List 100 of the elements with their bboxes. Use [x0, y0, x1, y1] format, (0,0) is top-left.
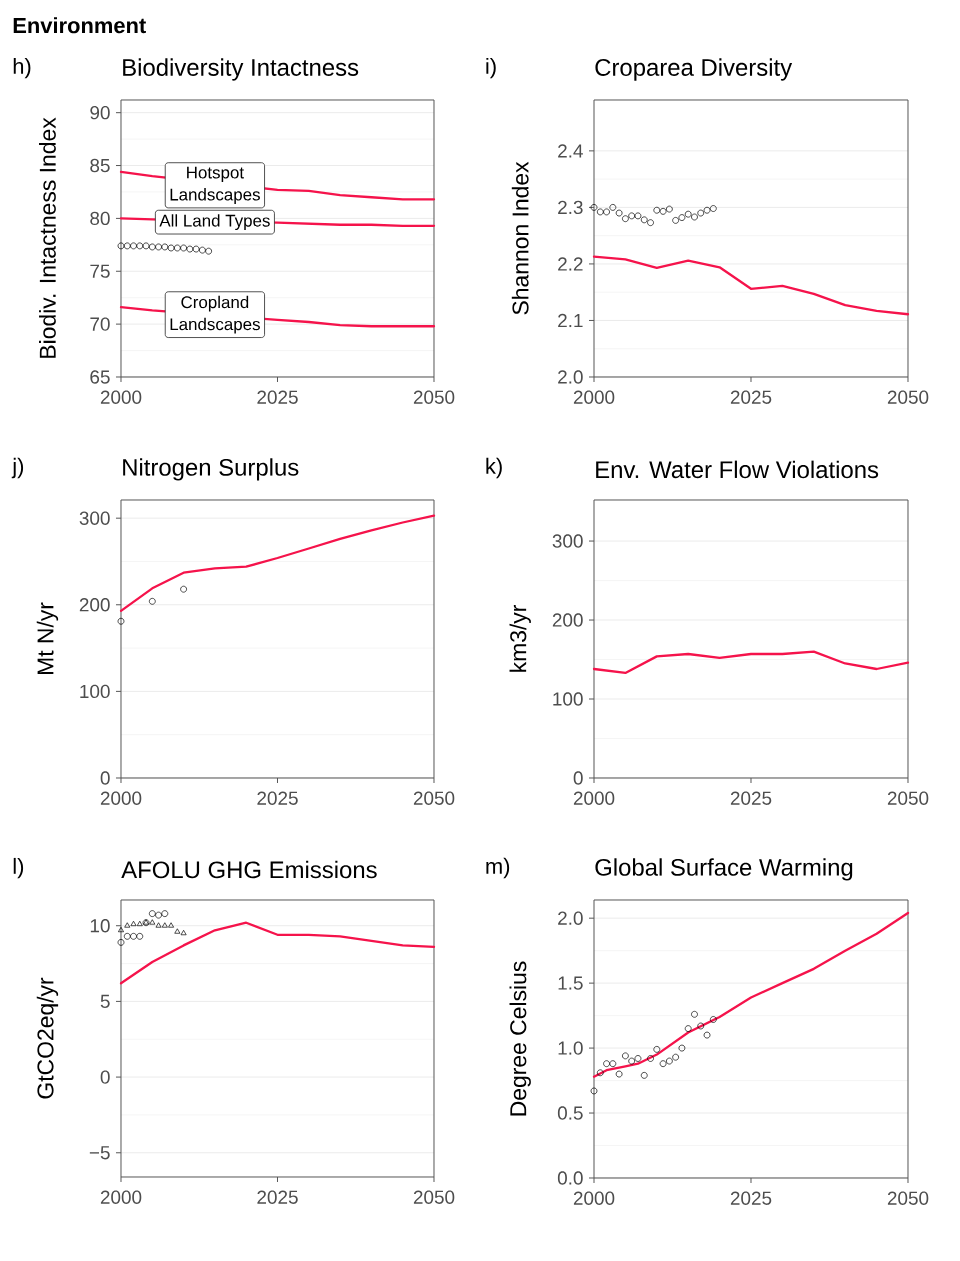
point [148, 597, 156, 605]
x-tick-label: 2050 [413, 1190, 455, 1204]
x-tick-label: 2025 [257, 390, 298, 404]
y-tick-label: 0 [573, 771, 583, 785]
point [180, 929, 187, 936]
point [666, 205, 673, 213]
chart-title: Nitrogen Surplus [123, 458, 299, 481]
point [615, 209, 623, 217]
point [709, 1016, 717, 1023]
chart-title: Croparea Diversity [595, 58, 793, 81]
text: Environment [13, 17, 146, 34]
point [703, 206, 711, 214]
x-tick-label: 2025 [257, 1190, 298, 1204]
point [596, 1069, 604, 1077]
chart-title: AFOLU GHG Emissions [121, 860, 377, 879]
point [634, 1055, 642, 1062]
y-tick-label: 0 [100, 1070, 110, 1084]
point [123, 932, 131, 940]
y-tick-label: 85 [90, 158, 110, 173]
point [653, 206, 661, 214]
x-tick-label: 2050 [413, 791, 455, 805]
point [622, 215, 629, 223]
annotation: Cropland Landscapes [170, 295, 260, 334]
point [161, 922, 168, 928]
y-tick-label: 2.3 [558, 200, 583, 215]
y-tick-label: −5 [89, 1146, 110, 1160]
y-tick-label: 100 [553, 692, 583, 706]
y-tick-label: 100 [80, 684, 110, 699]
point [628, 1057, 636, 1065]
point [622, 1052, 629, 1060]
point [640, 216, 648, 224]
point [640, 1072, 648, 1079]
x-tick-label: 2000 [100, 390, 142, 404]
y-tick-label: 75 [90, 264, 110, 278]
point [659, 208, 667, 215]
y-tick-label: 200 [79, 598, 110, 612]
annotation: All Land Types [159, 214, 270, 231]
y-tick-label: 0 [100, 771, 110, 785]
point [691, 213, 698, 221]
y-tick-label: 300 [79, 511, 110, 525]
chart-title: Global Surface Warming [595, 858, 853, 881]
y-tick-label: 0.0 [557, 1171, 583, 1185]
line-series [592, 911, 910, 1078]
point [647, 1055, 654, 1062]
point [136, 932, 144, 940]
text: i) [486, 57, 496, 79]
point [180, 585, 187, 593]
point [615, 1070, 623, 1078]
y-tick-label: 1.5 [558, 976, 583, 990]
x-tick-label: 2025 [257, 791, 298, 805]
point [590, 204, 598, 211]
point [628, 212, 636, 220]
point [148, 910, 156, 917]
y-tick-label: 2.4 [558, 144, 583, 158]
y-tick-label: 200 [552, 613, 583, 627]
line-series [592, 650, 910, 675]
point [684, 210, 692, 218]
point [684, 1025, 692, 1032]
x-tick-label: 2050 [413, 390, 455, 404]
y-axis-title: Degree Celsius [509, 961, 531, 1116]
y-tick-label: 80 [90, 211, 110, 226]
point [136, 920, 143, 927]
point [149, 919, 156, 925]
x-tick-label: 2050 [887, 791, 929, 805]
point [117, 617, 125, 625]
point [678, 214, 686, 221]
y-tick-label: 2.0 [558, 911, 583, 925]
y-tick-label: 10 [90, 919, 110, 933]
x-tick-label: 2000 [573, 390, 615, 404]
point [130, 920, 137, 927]
point [697, 1022, 705, 1030]
line-series [119, 514, 436, 612]
point [124, 922, 131, 928]
text: k) [486, 457, 502, 479]
point [130, 932, 137, 940]
x-tick-label: 2050 [887, 390, 929, 404]
y-tick-label: 70 [90, 317, 110, 331]
x-tick-label: 2025 [730, 1191, 772, 1205]
y-tick-label: 2.0 [558, 370, 583, 384]
point [603, 208, 610, 216]
point [672, 217, 679, 224]
point [691, 1010, 698, 1018]
point [703, 1031, 711, 1039]
point [709, 205, 717, 212]
point [659, 1060, 667, 1068]
text: m) [486, 857, 510, 879]
annotation: Hotspot Landscapes [170, 166, 260, 204]
point [609, 1060, 617, 1068]
y-tick-label: 65 [90, 370, 110, 384]
x-tick-label: 2000 [100, 791, 142, 805]
point [117, 939, 125, 946]
point [609, 204, 617, 211]
point [672, 1053, 679, 1061]
x-tick-label: 2025 [730, 791, 772, 805]
point [155, 922, 162, 928]
y-axis-title: GtCO2eq/yr [36, 977, 59, 1099]
y-tick-label: 2.2 [558, 257, 583, 271]
point [666, 1057, 673, 1065]
text: h) [13, 57, 31, 79]
y-tick-label: 5 [100, 994, 110, 1009]
